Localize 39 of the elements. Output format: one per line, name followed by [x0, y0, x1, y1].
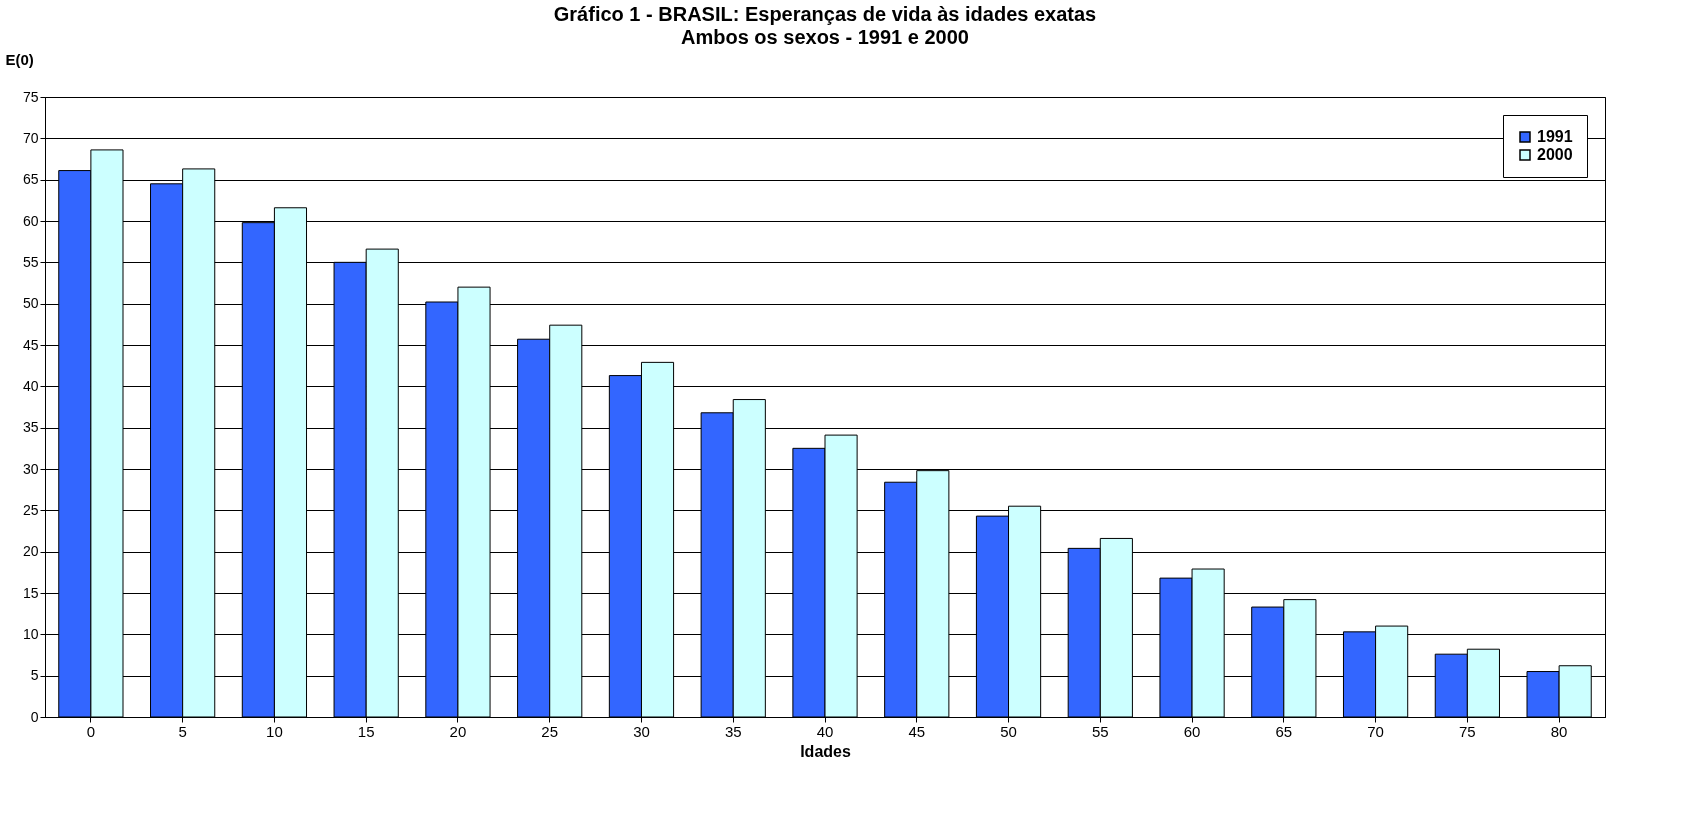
x-tick-label: 55	[1091, 722, 1109, 740]
y-tick-label: 5	[30, 667, 39, 684]
chart-subtitle: Ambos os sexos - 1991 e 2000	[681, 26, 969, 48]
x-tick-label: 30	[633, 722, 650, 740]
y-tick-label: 65	[22, 171, 39, 188]
x-tick-label: 50	[1000, 722, 1017, 740]
y-tick-label: 70	[22, 129, 39, 146]
legend-label: 1991	[1537, 128, 1573, 145]
x-tick-label: 60	[1183, 722, 1201, 740]
x-tick-label: 80	[1550, 722, 1568, 740]
legend-label: 2000	[1537, 146, 1573, 163]
y-tick-label: 25	[22, 501, 39, 518]
y-tick-label: 75	[22, 88, 39, 105]
y-axis-title: E(0)	[5, 50, 34, 68]
x-tick-label: 15	[357, 722, 375, 740]
x-tick-label: 20	[449, 722, 467, 740]
y-tick-label: 55	[22, 253, 39, 270]
x-tick-label: 25	[541, 722, 559, 740]
y-tick-label: 30	[22, 460, 39, 477]
y-tick-label: 10	[22, 625, 39, 642]
x-tick-label: 40	[816, 722, 834, 740]
y-tick-label: 15	[22, 584, 39, 601]
x-tick-label: 0	[86, 722, 96, 740]
x-tick-label: 45	[908, 722, 926, 740]
x-tick-label: 5	[178, 722, 187, 740]
x-axis-title: Idades	[800, 742, 851, 760]
x-tick-label: 75	[1459, 722, 1476, 740]
y-tick-label: 40	[22, 377, 39, 394]
x-tick-label: 10	[266, 722, 283, 740]
y-tick-label: 45	[22, 336, 39, 353]
x-tick-label: 65	[1275, 722, 1293, 740]
y-tick-label: 35	[22, 419, 39, 436]
chart-title: Gráfico 1 - BRASIL: Esperanças de vida às idades exatas	[553, 3, 1097, 25]
y-tick-label: 0	[30, 708, 39, 725]
x-tick-label: 70	[1367, 722, 1384, 740]
x-tick-label: 35	[724, 722, 742, 740]
y-tick-label: 20	[22, 543, 39, 560]
y-tick-label: 60	[22, 212, 39, 229]
y-tick-label: 50	[22, 295, 39, 312]
